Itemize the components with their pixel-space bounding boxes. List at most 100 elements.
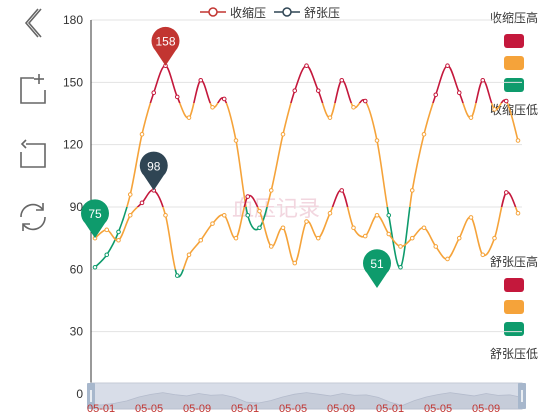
data-point[interactable] (386, 231, 392, 237)
data-point[interactable] (468, 115, 474, 120)
data-point[interactable] (257, 208, 262, 214)
zoom-area-icon[interactable] (16, 72, 50, 106)
data-point[interactable] (116, 229, 121, 235)
visual-map-swatch-normal[interactable] (503, 56, 524, 70)
visual-map-swatch-high[interactable] (503, 278, 524, 292)
toolbox (0, 0, 70, 420)
data-point[interactable] (139, 200, 145, 206)
mark-point-systolic-max[interactable]: 158 (151, 26, 180, 66)
data-point[interactable] (186, 252, 192, 258)
data-point[interactable] (386, 213, 392, 218)
visual-map-systolic: 收缩压高 收缩压低 (490, 9, 538, 118)
data-point[interactable] (315, 235, 321, 241)
data-point[interactable] (398, 244, 403, 249)
data-point[interactable] (139, 131, 145, 137)
data-point[interactable] (280, 225, 286, 231)
data-point[interactable] (433, 244, 439, 249)
mark-point-label: 98 (147, 159, 161, 173)
data-point[interactable] (339, 77, 345, 83)
data-point[interactable] (268, 188, 274, 193)
data-point[interactable] (327, 115, 333, 120)
data-point[interactable] (480, 252, 486, 258)
data-point[interactable] (315, 88, 321, 93)
mark-point-diastolic-min[interactable]: 51 (363, 249, 391, 289)
mark-point-diastolic[interactable]: 75 (81, 199, 109, 239)
data-point[interactable] (151, 90, 157, 96)
data-point[interactable] (327, 210, 333, 216)
back-icon[interactable] (16, 6, 50, 40)
chart-legend: 收缩压 舒张压 (200, 3, 340, 21)
data-point[interactable] (433, 92, 439, 98)
x-tick-label: 05-05 (424, 403, 452, 415)
data-point[interactable] (374, 213, 380, 218)
data-point[interactable] (409, 188, 415, 193)
data-point[interactable] (456, 235, 462, 241)
visual-map-swatch-high[interactable] (503, 34, 524, 48)
y-tick-label: 60 (70, 262, 84, 276)
data-point[interactable] (351, 104, 356, 110)
mark-point-label: 51 (370, 257, 384, 271)
restore-icon[interactable] (16, 200, 50, 234)
data-point[interactable] (445, 256, 450, 262)
data-point[interactable] (456, 90, 462, 96)
data-point[interactable] (174, 94, 180, 100)
visual-map-diastolic: 舒张压高 舒张压低 (490, 253, 538, 362)
data-point[interactable] (304, 63, 309, 69)
data-point[interactable] (468, 215, 474, 220)
data-point[interactable] (421, 225, 427, 231)
data-point[interactable] (362, 233, 368, 239)
data-point[interactable] (233, 235, 239, 241)
data-point[interactable] (292, 88, 298, 93)
data-point[interactable] (127, 213, 133, 218)
data-point[interactable] (374, 138, 380, 143)
visual-map-swatch-low[interactable] (503, 78, 524, 92)
zoom-preview (90, 392, 523, 410)
data-point[interactable] (198, 237, 204, 243)
legend-line-icon (274, 7, 301, 17)
data-point[interactable] (198, 77, 204, 83)
visual-map-swatch-low[interactable] (503, 322, 524, 336)
data-point[interactable] (503, 98, 509, 104)
data-point[interactable] (339, 188, 345, 193)
data-point[interactable] (233, 138, 239, 143)
data-point[interactable] (127, 192, 133, 197)
data-point[interactable] (398, 264, 403, 270)
y-tick-label: 120 (63, 138, 83, 152)
data-point[interactable] (280, 131, 286, 137)
zoom-reset-icon[interactable] (16, 136, 50, 170)
data-point[interactable] (492, 107, 497, 112)
data-point[interactable] (104, 252, 110, 258)
data-point[interactable] (92, 264, 98, 270)
data-point[interactable] (492, 235, 497, 241)
data-point[interactable] (221, 96, 227, 102)
legend-item-diastolic[interactable]: 舒张压 (274, 4, 340, 21)
data-point[interactable] (409, 235, 415, 241)
data-point[interactable] (515, 210, 521, 216)
data-point[interactable] (268, 244, 274, 249)
data-point[interactable] (351, 225, 356, 231)
data-point[interactable] (503, 190, 509, 195)
data-point[interactable] (210, 104, 215, 110)
data-point[interactable] (362, 98, 368, 104)
data-point[interactable] (480, 77, 486, 83)
data-point[interactable] (174, 273, 180, 278)
data-point[interactable] (445, 63, 450, 69)
data-point[interactable] (186, 115, 192, 120)
visual-map-swatch-normal[interactable] (503, 300, 524, 314)
data-point[interactable] (245, 194, 251, 199)
data-point[interactable] (163, 213, 168, 218)
data-point[interactable] (292, 260, 298, 266)
data-point[interactable] (221, 213, 227, 218)
data-point[interactable] (304, 219, 309, 224)
data-point[interactable] (104, 227, 110, 233)
data-point[interactable] (210, 221, 215, 226)
data-point[interactable] (257, 225, 262, 231)
data-point[interactable] (245, 213, 251, 218)
data-zoom-slider[interactable] (91, 383, 522, 409)
data-point[interactable] (116, 237, 121, 243)
data-point[interactable] (515, 138, 521, 143)
mark-point-diastolic-max[interactable]: 98 (139, 151, 168, 191)
data-point[interactable] (421, 131, 427, 137)
legend-item-systolic[interactable]: 收缩压 (200, 4, 266, 21)
